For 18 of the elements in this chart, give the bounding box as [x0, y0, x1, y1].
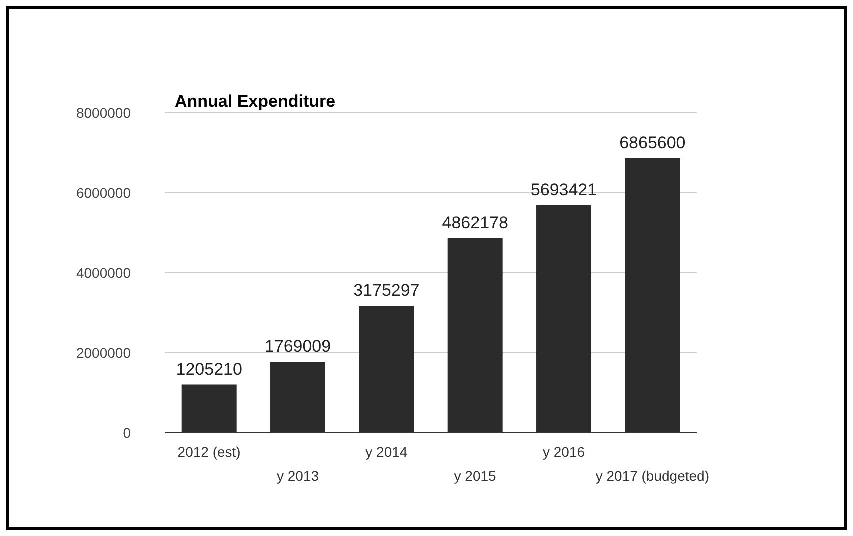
y-tick-label: 6000000	[76, 184, 132, 201]
y-tick-label: 4000000	[76, 264, 132, 281]
x-tick-label: 2012 (est)	[178, 444, 241, 460]
y-tick-label: 2000000	[76, 344, 132, 361]
y-tick-label: 0	[123, 424, 132, 441]
y-tick-label: 8000000	[76, 104, 132, 121]
data-label: 5693421	[530, 180, 598, 200]
data-label: 3175297	[354, 280, 420, 300]
data-label: 1205210	[176, 360, 242, 379]
x-tick-label: y 2017 (budgeted)	[596, 468, 710, 484]
data-label: 1769009	[264, 337, 332, 356]
x-tick-label: y 2015	[454, 468, 497, 484]
x-tick-label: y 2014	[366, 444, 408, 460]
x-tick-label: y 2013	[276, 468, 320, 484]
chart-title: Annual Expenditure	[175, 92, 336, 112]
x-tick-label: y 2016	[542, 444, 586, 460]
data-label: 4862178	[442, 214, 508, 233]
data-label: 6865600	[620, 133, 686, 152]
